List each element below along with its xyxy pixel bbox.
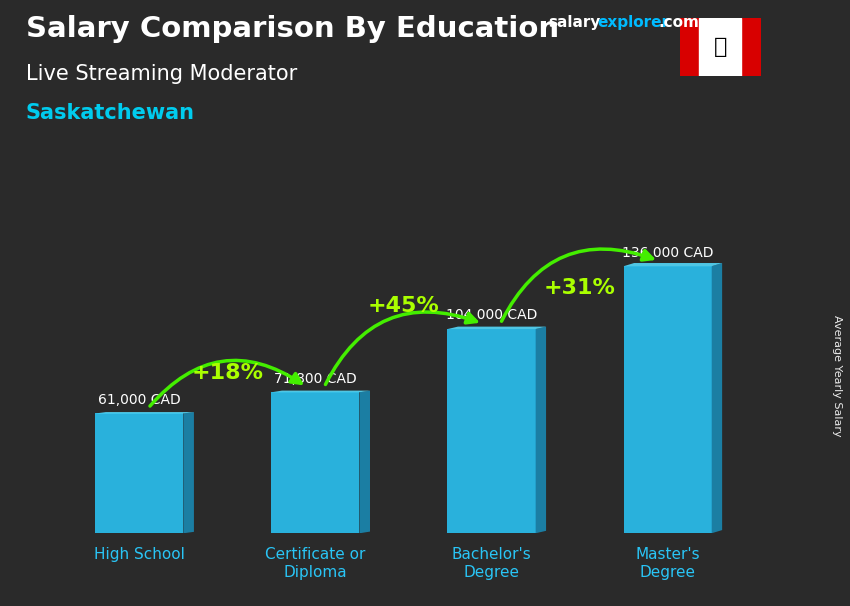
- Text: Live Streaming Moderator: Live Streaming Moderator: [26, 64, 297, 84]
- Text: +31%: +31%: [544, 278, 615, 298]
- Text: .com: .com: [659, 15, 700, 30]
- Polygon shape: [447, 327, 546, 329]
- Text: Saskatchewan: Saskatchewan: [26, 103, 195, 123]
- Polygon shape: [447, 329, 536, 533]
- Polygon shape: [624, 263, 722, 266]
- Text: Average Yearly Salary: Average Yearly Salary: [832, 315, 842, 436]
- Polygon shape: [184, 412, 194, 533]
- Polygon shape: [711, 263, 722, 533]
- Bar: [700, 18, 741, 76]
- Bar: [680, 18, 700, 76]
- Polygon shape: [95, 413, 184, 533]
- Polygon shape: [271, 392, 360, 533]
- Text: Salary Comparison By Education: Salary Comparison By Education: [26, 15, 558, 43]
- Polygon shape: [360, 391, 370, 533]
- Polygon shape: [271, 391, 370, 392]
- Text: +18%: +18%: [191, 363, 264, 383]
- Text: 104,000 CAD: 104,000 CAD: [445, 308, 537, 322]
- Polygon shape: [95, 412, 194, 413]
- Polygon shape: [624, 266, 711, 533]
- Text: explorer: explorer: [598, 15, 670, 30]
- Text: 136,000 CAD: 136,000 CAD: [622, 245, 713, 259]
- Bar: [741, 18, 761, 76]
- Text: salary: salary: [548, 15, 601, 30]
- Text: 🍁: 🍁: [714, 37, 727, 57]
- Text: +45%: +45%: [367, 296, 439, 316]
- Text: 71,800 CAD: 71,800 CAD: [274, 371, 357, 385]
- Polygon shape: [536, 327, 546, 533]
- Text: 61,000 CAD: 61,000 CAD: [98, 393, 181, 407]
